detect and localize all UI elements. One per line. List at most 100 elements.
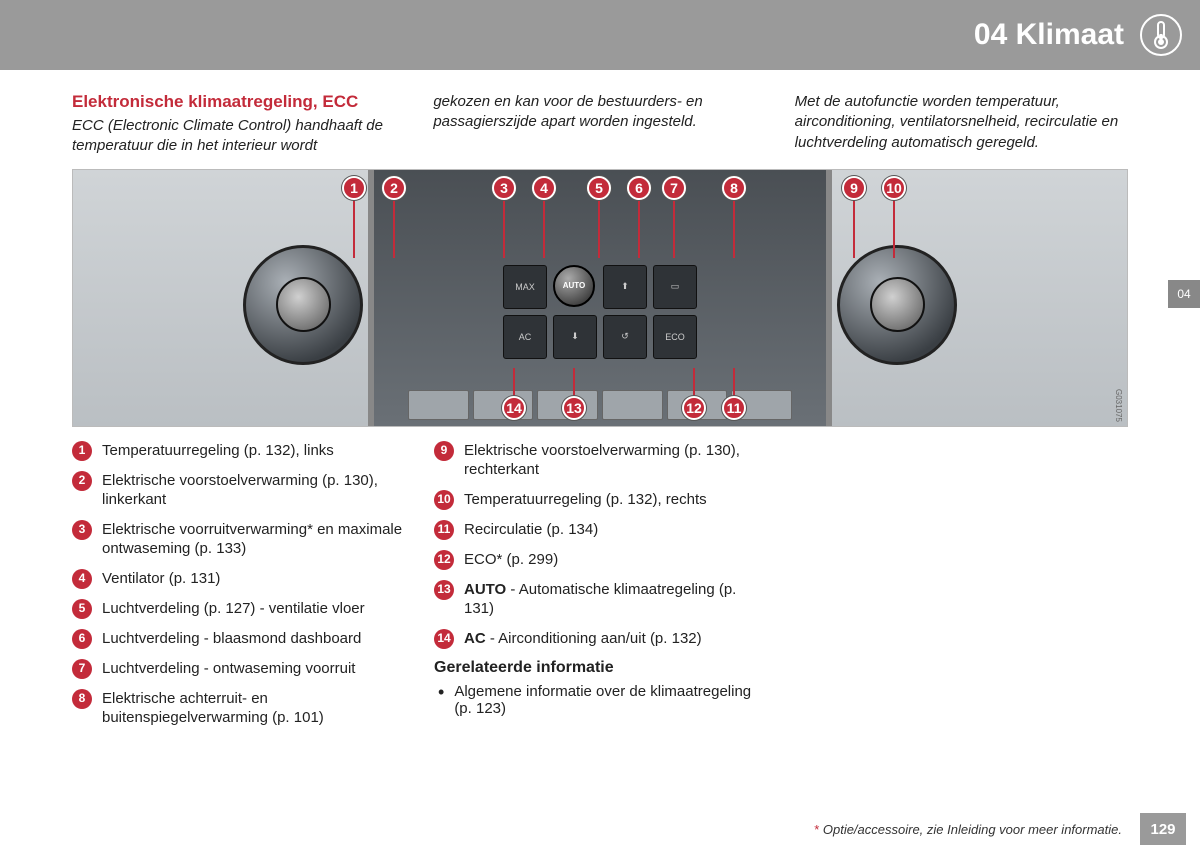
callout-line: [393, 198, 395, 258]
callout-8: 8: [722, 176, 746, 200]
legend-item-6: 6Luchtverdeling - blaasmond dashboard: [72, 629, 404, 649]
page-number: 129: [1140, 813, 1186, 845]
legend-item-14: 14 AC - Airconditioning aan/uit (p. 132): [434, 629, 766, 649]
callout-line: [893, 198, 895, 258]
legend-text: Ventilator (p. 131): [102, 569, 220, 589]
footnote: * Optie/accessoire, zie Inleiding voor m…: [814, 822, 1122, 837]
legend-right: 9 Elektrische voorstoelverwarming (p. 130…: [434, 441, 766, 649]
callout-line: [503, 198, 505, 258]
airflow-button: ⬆: [603, 265, 647, 309]
callout-line: [353, 198, 355, 258]
legend-item-10: 10 Temperatuurregeling (p. 132), rechts: [434, 490, 766, 510]
eco-button: ECO: [653, 315, 697, 359]
callout-2: 2: [382, 176, 406, 200]
legend-item-7: 7 Luchtverdeling - ontwaseming voorruit: [72, 659, 404, 679]
legend-bullet: 14: [434, 629, 454, 649]
intro-col-2: gekozen en kan voor de bestuurders- en p…: [433, 92, 766, 157]
legend-bullet: 1: [72, 441, 92, 461]
legend-bullet: 10: [434, 490, 454, 510]
legend-left: 1Temperatuurregeling (p. 132), links2Ele…: [72, 441, 404, 738]
legend-bullet: 6: [72, 629, 92, 649]
legend-item-2: 2Elektrische voorstoelverwarming (p. 130…: [72, 471, 404, 510]
legend-text: Temperatuurregeling (p. 132), rechts: [464, 490, 707, 510]
legend-bullet: 5: [72, 599, 92, 619]
callout-line: [543, 198, 545, 258]
legend-item-3: 3 Elektrische voorruitverwarming* en maxi…: [72, 520, 404, 559]
chapter-title: 04 Klimaat: [974, 18, 1124, 52]
legend-bullet: 13: [434, 580, 454, 600]
callout-9: 9: [842, 176, 866, 200]
legend-bullet: 2: [72, 471, 92, 491]
legend-bullet: 3: [72, 520, 92, 540]
image-code: G031075: [1114, 389, 1123, 422]
callout-5: 5: [587, 176, 611, 200]
legend-text: Recirculatie (p. 134): [464, 520, 598, 540]
callout-7: 7: [662, 176, 686, 200]
legend-text: Temperatuurregeling (p. 132), links: [102, 441, 334, 461]
legend-item-12: 12 ECO* (p. 299): [434, 550, 766, 570]
page-header: 04 Klimaat: [0, 0, 1200, 70]
rear-defrost-button: ▭: [653, 265, 697, 309]
temp-knob-right: [837, 245, 957, 365]
legend-item-5: 5 Luchtverdeling (p. 127) - ventilatie vl…: [72, 599, 404, 619]
bottom-key-row: [368, 390, 832, 420]
legend-bullet: 12: [434, 550, 454, 570]
page-footer: * Optie/accessoire, zie Inleiding voor m…: [0, 813, 1200, 845]
callout-4: 4: [532, 176, 556, 200]
legend-item-1: 1 Temperatuurregeling (p. 132), links: [72, 441, 404, 461]
legend-columns: 1Temperatuurregeling (p. 132), links2Ele…: [72, 441, 1128, 738]
callout-line: [598, 198, 600, 258]
legend-item-8: 8 Elektrische achterruit- en buitenspiege…: [72, 689, 404, 728]
callout-13: 13: [562, 396, 586, 420]
legend-item-11: 11 Recirculatie (p. 134): [434, 520, 766, 540]
legend-bullet: 7: [72, 659, 92, 679]
legend-text: Elektrische achterruit- en buitenspiegel…: [102, 689, 404, 728]
related-heading: Gerelateerde informatie: [434, 659, 766, 677]
legend-text: AUTO - Automatische klimaatregeling (p. …: [464, 580, 766, 619]
legend-text: Elektrische voorruitverwarming* en maxim…: [102, 520, 404, 559]
ecc-panel-figure: MAX AUTO ⬆ ▭ AC ⬇ ↺ ECO G031075 12345678…: [72, 169, 1128, 427]
page-content: Elektronische klimaatregeling, ECC ECC (…: [0, 70, 1200, 738]
defrost-max-button: MAX: [503, 265, 547, 309]
callout-14: 14: [502, 396, 526, 420]
legend-text: AC - Airconditioning aan/uit (p. 132): [464, 629, 702, 649]
intro-col-1: Elektronische klimaatregeling, ECC ECC (…: [72, 92, 405, 157]
callout-12: 12: [682, 396, 706, 420]
related-list: Algemene informatie over de klimaatregel…: [434, 683, 766, 717]
legend-text: Luchtverdeling - ontwaseming voorruit: [102, 659, 355, 679]
legend-text: Elektrische voorstoelverwarming (p. 130)…: [464, 441, 766, 480]
ac-button: AC: [503, 315, 547, 359]
callout-line: [733, 368, 735, 398]
callout-10: 10: [882, 176, 906, 200]
legend-item-13: 13 AUTO - Automatische klimaatregeling (p…: [434, 580, 766, 619]
callout-1: 1: [342, 176, 366, 200]
temp-knob-left: [243, 245, 363, 365]
callout-line: [853, 198, 855, 258]
footnote-text: Optie/accessoire, zie Inleiding voor mee…: [823, 822, 1122, 837]
intro-col-3: Met de autofunctie worden temperatuur, a…: [795, 92, 1128, 157]
legend-right-col: 9 Elektrische voorstoelverwarming (p. 130…: [434, 441, 766, 738]
airflow-floor-button: ⬇: [553, 315, 597, 359]
section-heading: Elektronische klimaatregeling, ECC: [72, 92, 405, 112]
callout-line: [573, 368, 575, 398]
auto-fan-knob: AUTO: [553, 265, 595, 307]
intro-text: ECC (Electronic Climate Control) handhaa…: [72, 116, 405, 157]
callout-3: 3: [492, 176, 516, 200]
asterisk: *: [814, 822, 823, 837]
legend-item-9: 9 Elektrische voorstoelverwarming (p. 130…: [434, 441, 766, 480]
legend-bullet: 8: [72, 689, 92, 709]
legend-item-4: 4 Ventilator (p. 131): [72, 569, 404, 589]
center-controls: MAX AUTO ⬆ ▭ AC ⬇ ↺ ECO: [503, 265, 697, 359]
legend-bullet: 11: [434, 520, 454, 540]
related-item: Algemene informatie over de klimaatregel…: [438, 683, 766, 717]
legend-text: ECO* (p. 299): [464, 550, 558, 570]
callout-line: [638, 198, 640, 258]
callout-line: [513, 368, 515, 398]
thermometer-icon: [1140, 14, 1182, 56]
callout-line: [693, 368, 695, 398]
intro-text: gekozen en kan voor de bestuurders- en p…: [433, 92, 766, 133]
legend-bullet: 4: [72, 569, 92, 589]
legend-text: Luchtverdeling (p. 127) - ventilatie vlo…: [102, 599, 365, 619]
callout-line: [733, 198, 735, 258]
legend-bullet: 9: [434, 441, 454, 461]
